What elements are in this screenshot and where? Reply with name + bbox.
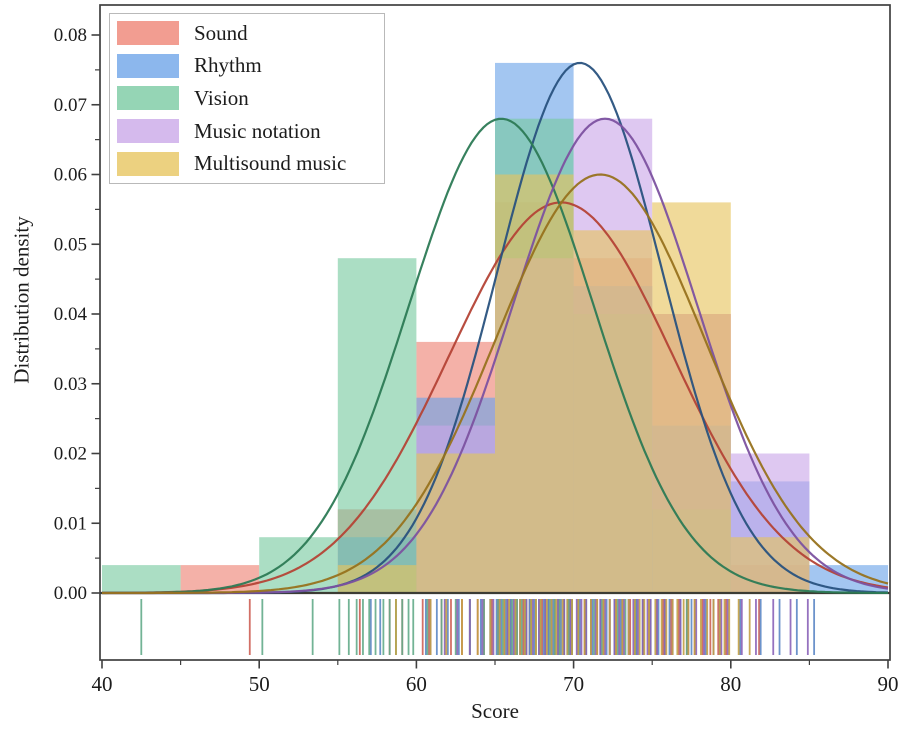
y-axis-title: Distribution density [9,216,34,384]
plot-area [100,61,890,655]
histogram-bar-vision [102,565,181,593]
histogram-bar-multisound-music [652,202,731,593]
density-curve-vision [102,117,888,595]
legend-label: Sound [194,20,248,45]
x-tick-label: 40 [92,672,113,696]
legend-swatch [117,21,179,46]
density-curve-sound [102,201,889,594]
y-tick-label: 0.08 [54,25,87,46]
x-axis-title: Score [471,699,519,723]
histogram-bar-vision [259,537,338,593]
legend-item-music-notation: Music notation [117,115,384,148]
legend-label: Rhythm [194,53,262,78]
y-tick-label: 0.03 [54,374,87,395]
legend-item-rhythm: Rhythm [117,50,384,83]
histogram-bar-vision [337,258,417,593]
legend-item-vision: Vision [117,82,384,115]
legend-label: Music notation [194,118,321,143]
histogram-bar-multisound-music [573,230,653,594]
legend-label: Multisound music [194,151,347,176]
x-tick-label: 70 [563,672,584,696]
x-tick-label: 60 [406,672,427,696]
y-tick-label: 0.04 [54,304,88,325]
legend-item-sound: Sound [117,17,384,50]
y-tick-label: 0.06 [54,165,87,186]
legend-swatch [117,53,179,78]
density-curve-multisound-music [102,173,889,595]
y-tick-label: 0.01 [54,513,87,534]
x-tick-label: 50 [249,672,270,696]
legend-swatch [117,86,179,111]
histogram-bar-multisound-music [730,537,810,593]
legend-item-multisound-music: Multisound music [117,147,384,180]
y-tick-label: 0.05 [54,234,87,255]
x-tick-label: 80 [720,672,741,696]
legend-swatch [117,151,179,176]
x-tick-label: 90 [878,672,899,696]
histogram-bar-multisound-music [416,453,495,593]
legend-swatch [117,119,179,144]
y-tick-label: 0.07 [54,95,87,116]
y-tick-label: 0.00 [54,583,87,604]
y-tick-label: 0.02 [54,444,87,465]
legend-label: Vision [194,85,249,110]
legend: Sound Rhythm Vision Music notation Multisoun… [109,13,385,184]
